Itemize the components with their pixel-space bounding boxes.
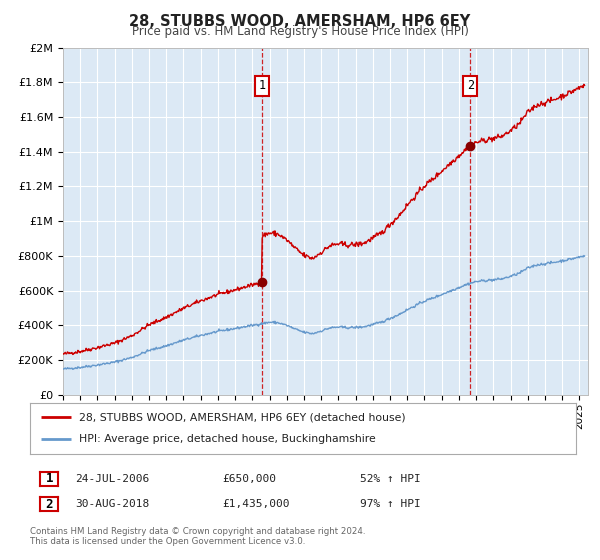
Text: 1: 1	[46, 472, 53, 486]
Text: 28, STUBBS WOOD, AMERSHAM, HP6 6EY (detached house): 28, STUBBS WOOD, AMERSHAM, HP6 6EY (deta…	[79, 412, 406, 422]
Text: 24-JUL-2006: 24-JUL-2006	[75, 474, 149, 484]
Text: 28, STUBBS WOOD, AMERSHAM, HP6 6EY: 28, STUBBS WOOD, AMERSHAM, HP6 6EY	[130, 14, 470, 29]
Text: £650,000: £650,000	[222, 474, 276, 484]
Text: £1,435,000: £1,435,000	[222, 499, 290, 509]
Text: 52% ↑ HPI: 52% ↑ HPI	[360, 474, 421, 484]
Text: Price paid vs. HM Land Registry's House Price Index (HPI): Price paid vs. HM Land Registry's House …	[131, 25, 469, 38]
Text: 30-AUG-2018: 30-AUG-2018	[75, 499, 149, 509]
Text: Contains HM Land Registry data © Crown copyright and database right 2024.
This d: Contains HM Land Registry data © Crown c…	[30, 526, 365, 546]
Text: 2: 2	[46, 497, 53, 511]
Text: 97% ↑ HPI: 97% ↑ HPI	[360, 499, 421, 509]
Text: HPI: Average price, detached house, Buckinghamshire: HPI: Average price, detached house, Buck…	[79, 435, 376, 445]
Text: 1: 1	[258, 80, 265, 92]
Text: 2: 2	[467, 80, 474, 92]
